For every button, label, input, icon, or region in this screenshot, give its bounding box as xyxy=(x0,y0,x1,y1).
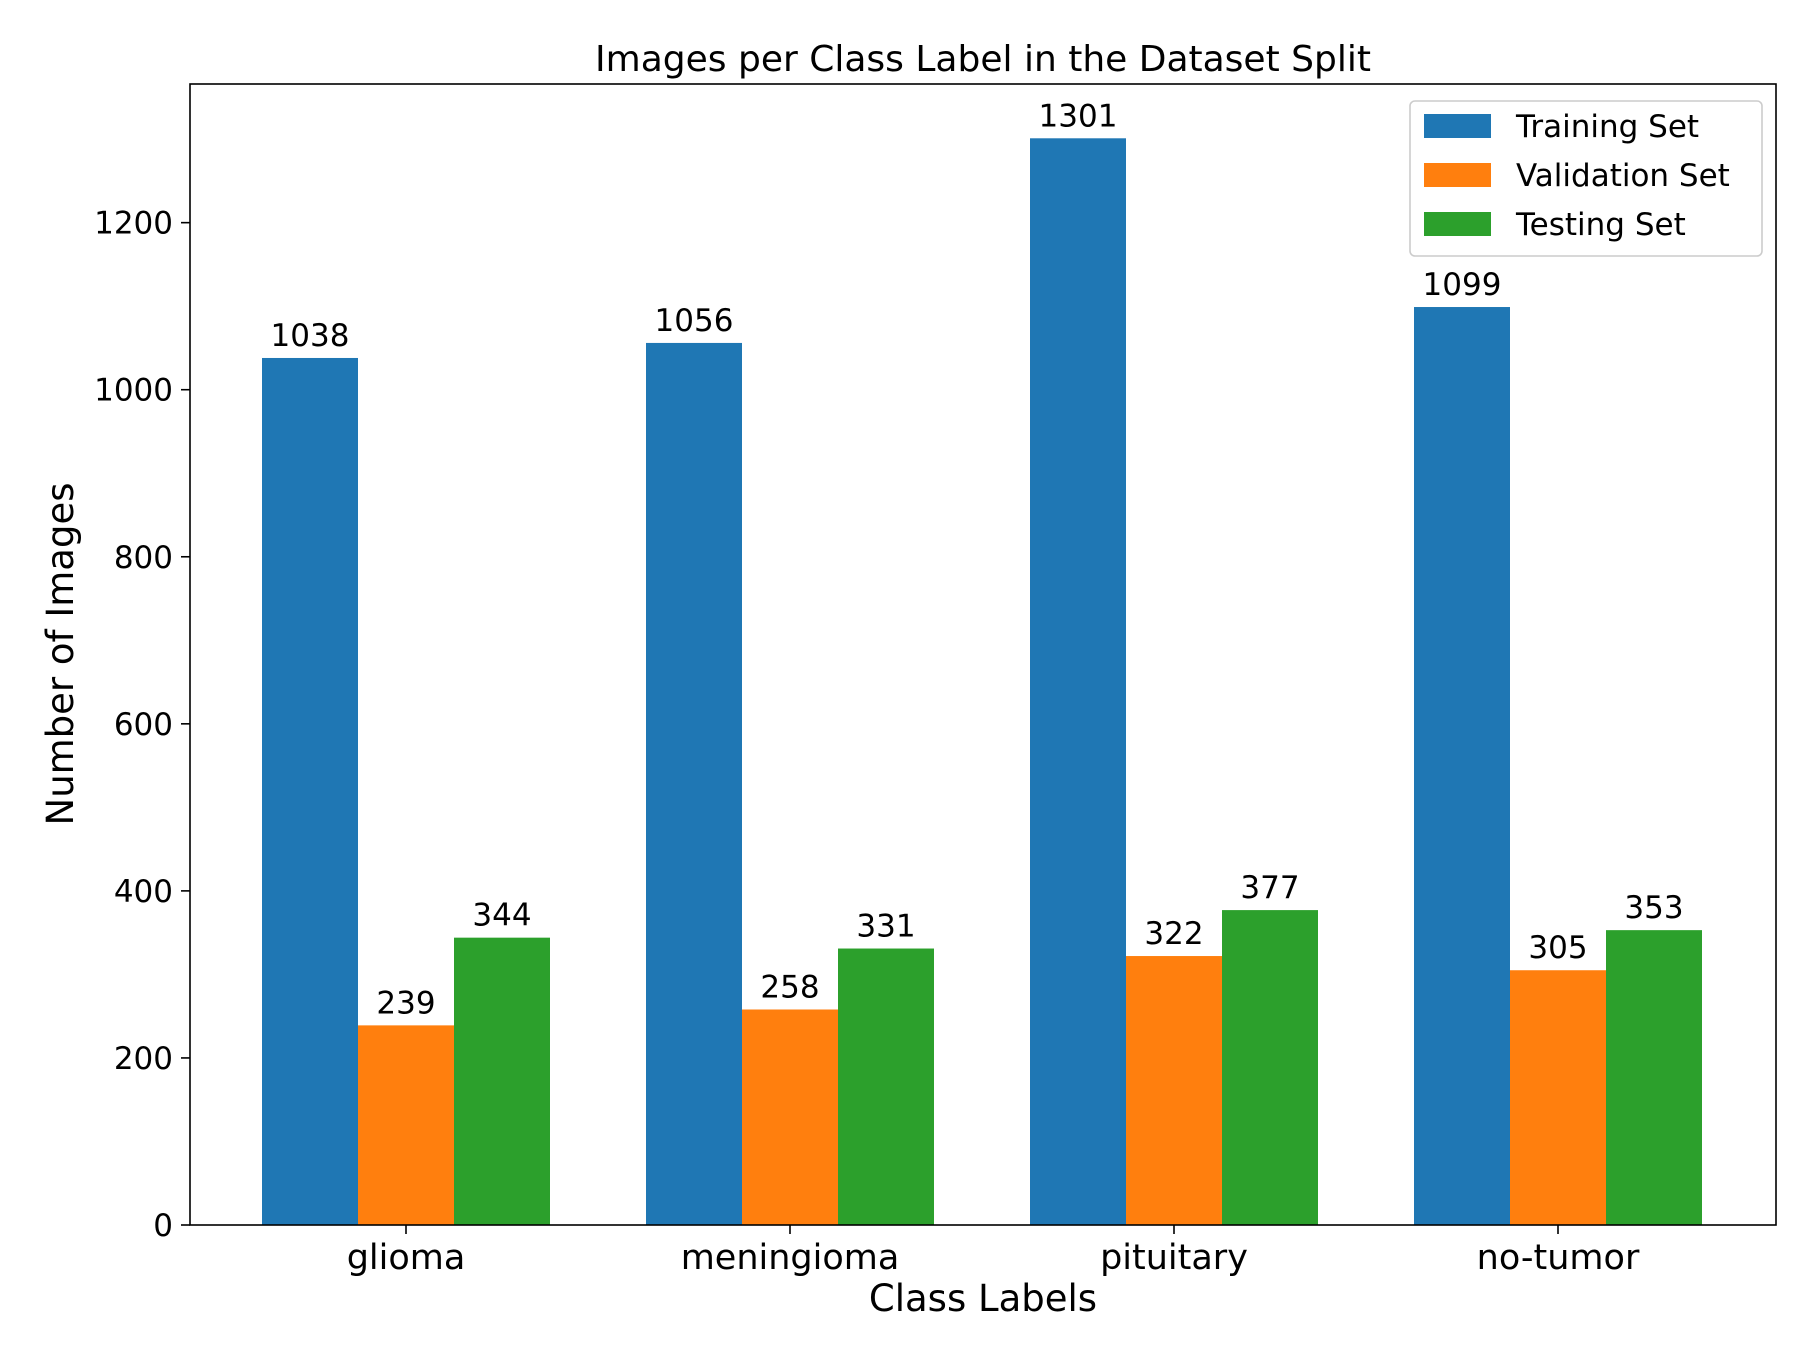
x-tick-label: pituitary xyxy=(1100,1238,1248,1278)
x-tick-label: no-tumor xyxy=(1477,1238,1640,1278)
y-tick-label: 600 xyxy=(114,707,173,743)
value-labels-layer: 1038 239 344 1056 258 331 1301 322 377 1099 305 353 xyxy=(271,98,1684,1021)
bar-glioma-testing-set xyxy=(454,937,550,1225)
bar-value-label: 1301 xyxy=(1039,98,1118,134)
legend-label: Validation Set xyxy=(1516,158,1730,194)
y-axis-label: Number of Images xyxy=(39,483,82,826)
bar-meningioma-testing-set xyxy=(838,948,934,1225)
y-tick-label: 200 xyxy=(114,1041,173,1077)
legend-swatch xyxy=(1424,163,1491,187)
bar-value-label: 1099 xyxy=(1423,267,1502,303)
bar-pituitary-validation-set xyxy=(1126,956,1222,1225)
plot-area-frame xyxy=(189,83,1777,1226)
x-axis: glioma meningioma pituitary no-tumor xyxy=(347,1225,1640,1278)
y-tick-label: 1200 xyxy=(94,206,173,242)
bar-no-tumor-training-set xyxy=(1414,307,1510,1225)
bar-meningioma-training-set xyxy=(646,342,742,1226)
bar-meningioma-validation-set xyxy=(742,1009,838,1225)
bar-value-label: 344 xyxy=(472,898,531,934)
legend-swatch xyxy=(1424,114,1491,138)
bar-no-tumor-validation-set xyxy=(1510,970,1606,1225)
bar-glioma-training-set xyxy=(262,357,358,1225)
bar-pituitary-training-set xyxy=(1030,138,1126,1225)
y-axis: 0 200 400 600 800 1000 1200 xyxy=(94,206,190,1244)
bar-value-label: 305 xyxy=(1528,930,1587,966)
legend-label: Testing Set xyxy=(1515,207,1686,243)
bar-value-label: 353 xyxy=(1624,890,1683,926)
x-tick-label: glioma xyxy=(347,1238,466,1278)
bar-value-label: 258 xyxy=(760,969,819,1005)
legend: Training Set Validation Set Testing Set xyxy=(1409,100,1763,257)
y-tick-label: 1000 xyxy=(94,373,173,409)
x-tick-label: meningioma xyxy=(681,1238,900,1278)
bar-glioma-validation-set xyxy=(358,1025,454,1225)
legend-swatch xyxy=(1424,212,1491,236)
bar-value-label: 1038 xyxy=(271,318,350,354)
bar-value-label: 331 xyxy=(856,909,915,945)
bar-value-label: 322 xyxy=(1144,916,1203,952)
legend-frame xyxy=(1409,100,1763,257)
y-tick-label: 0 xyxy=(153,1208,173,1244)
chart-title: Images per Class Label in the Dataset Sp… xyxy=(595,39,1371,80)
legend-label: Training Set xyxy=(1515,109,1699,145)
bar-pituitary-testing-set xyxy=(1222,910,1318,1225)
bar-value-label: 1056 xyxy=(655,303,734,339)
bar-value-label: 377 xyxy=(1240,870,1299,906)
y-tick-label: 800 xyxy=(114,540,173,576)
bar-value-label: 239 xyxy=(376,985,435,1021)
y-tick-label: 400 xyxy=(114,874,173,910)
bar-no-tumor-testing-set xyxy=(1606,930,1702,1225)
bars-layer xyxy=(262,138,1702,1226)
x-axis-label: Class Labels xyxy=(869,1277,1097,1320)
